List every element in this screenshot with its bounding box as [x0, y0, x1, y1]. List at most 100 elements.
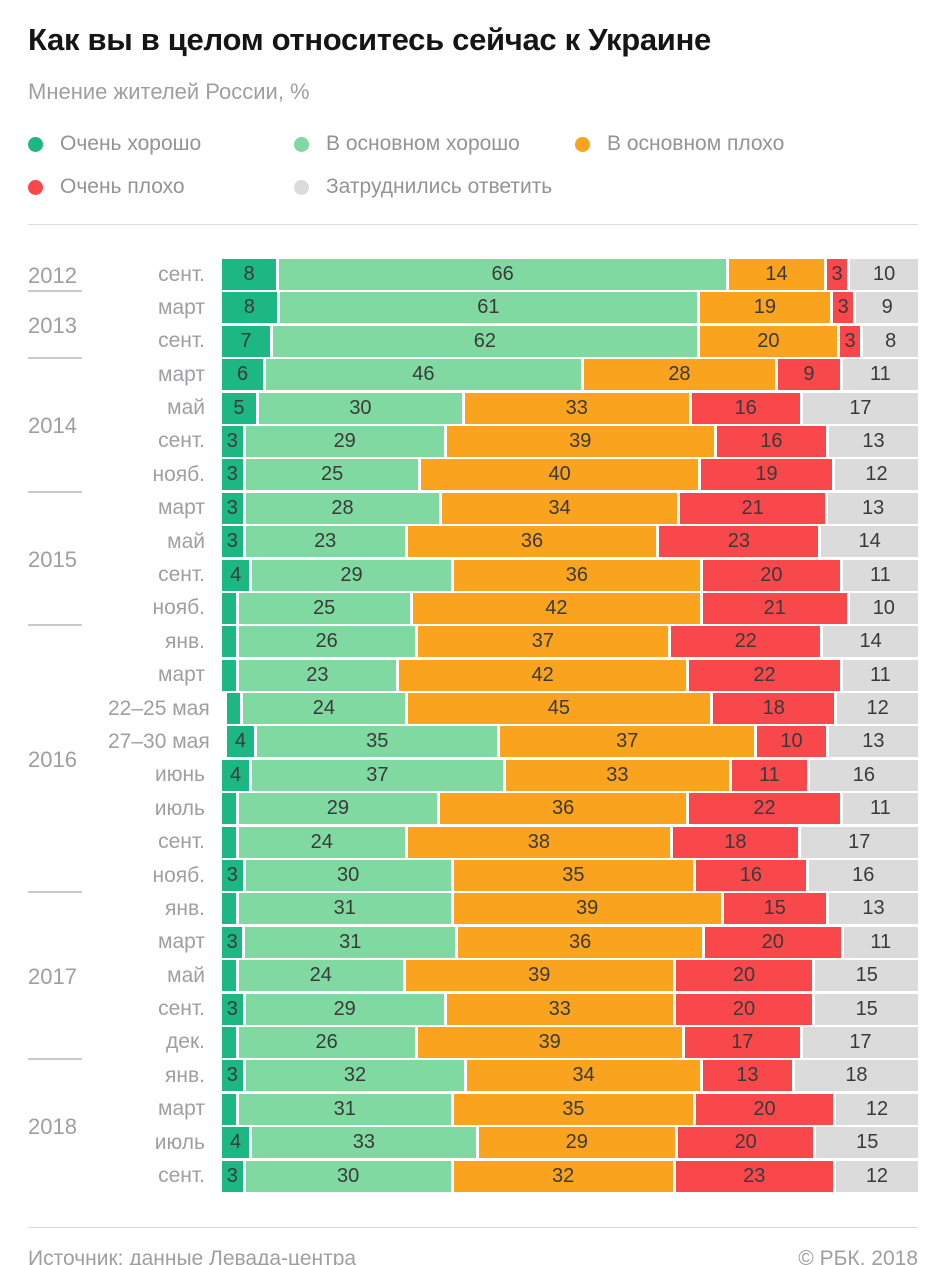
segment-value: 33	[352, 1131, 375, 1154]
year-label: 2013	[28, 292, 108, 359]
segment-value: 15	[855, 964, 878, 987]
segment-value: 20	[732, 997, 756, 1020]
row-bars: 24 45 18 12	[226, 693, 918, 725]
segment-value: 3	[226, 1064, 238, 1087]
segment-very-good: 4	[222, 1127, 250, 1159]
row-bars: 3 29 39 16 13	[222, 425, 918, 457]
copyright-note: © РБК, 2018	[798, 1246, 918, 1265]
chart-row: сент. 3 29 39 16 13	[108, 425, 918, 457]
row-label: дек.	[166, 1030, 205, 1054]
segment-value: 7	[240, 329, 252, 352]
segment-value: 10	[780, 730, 803, 753]
segment-very-bad: 20	[702, 559, 840, 591]
row-bars: 24 39 20 15	[222, 960, 918, 992]
segment-value: 11	[870, 797, 891, 820]
row-label: сент.	[158, 1164, 205, 1188]
segment-value: 11	[870, 363, 891, 386]
segment-very-good	[222, 960, 236, 992]
segment-value: 39	[528, 964, 551, 987]
segment-value: 15	[763, 897, 786, 920]
year-label-text: 2016	[28, 746, 77, 772]
row-bars: 31 39 15 13	[222, 893, 919, 925]
segment-value: 33	[606, 763, 629, 786]
row-bars: 6 46 28 9 11	[222, 359, 918, 391]
segment-value: 29	[565, 1131, 588, 1154]
segment-mostly-good: 24	[238, 826, 405, 858]
segment-value: 20	[734, 1131, 757, 1154]
row-bars: 4 37 33 11 16	[222, 759, 919, 791]
segment-mostly-good: 24	[238, 960, 403, 992]
chart-subtitle: Мнение жителей России, %	[28, 79, 310, 104]
segment-value: 33	[548, 997, 571, 1020]
legend-label: В основном хорошо	[326, 132, 520, 155]
segment-value: 12	[865, 1097, 889, 1120]
year-label-text: 2013	[28, 312, 77, 338]
row-bars: 8 66 14 3 10	[222, 259, 918, 290]
segment-value: 34	[548, 496, 571, 519]
segment-value: 46	[412, 363, 435, 386]
chart-row: 22–25 мая 24 45 18 12	[108, 693, 918, 725]
segment-value: 61	[477, 296, 500, 319]
segment-very-bad: 23	[675, 1160, 833, 1192]
segment-mostly-good: 32	[245, 1060, 465, 1092]
row-label: сент.	[158, 429, 205, 453]
segment-very-bad: 19	[700, 459, 833, 491]
row-bars: 3 23 36 23 14	[222, 526, 919, 558]
segment-mostly-bad: 36	[458, 926, 703, 958]
segment-value: 31	[339, 930, 362, 953]
segment-very-good: 4	[222, 559, 250, 591]
row-label: сент.	[158, 262, 205, 286]
chart-row: сент. 3 30 32 23 12	[108, 1160, 918, 1192]
segment-undecided: 15	[815, 993, 918, 1025]
segment-value: 62	[473, 329, 497, 352]
row-bars: 4 33 29 20 15	[222, 1127, 918, 1159]
segment-value: 26	[315, 630, 338, 653]
segment-mostly-bad: 19	[699, 292, 830, 324]
segment-very-good	[222, 1093, 236, 1125]
segment-mostly-bad: 37	[417, 626, 669, 658]
segment-very-bad: 20	[677, 1127, 814, 1159]
segment-undecided: 13	[828, 492, 918, 524]
row-bars: 4 35 37 10 13	[226, 726, 919, 758]
segment-undecided: 17	[800, 826, 918, 858]
segment-value: 18	[724, 830, 747, 853]
chart-row: сент. 7 62 20 3 8	[108, 325, 918, 357]
segment-very-good	[222, 826, 236, 858]
segment-mostly-bad: 36	[440, 793, 687, 825]
segment-value: 3	[226, 864, 238, 887]
row-label: сент.	[158, 329, 205, 353]
year-group-2018: 2018 янв. 3 32 34 13 18 март 31 35 20 12 июль 4 33 29 20…	[28, 1060, 919, 1194]
segment-undecided: 17	[802, 392, 918, 424]
row-label: июль	[154, 796, 205, 820]
segment-undecided: 11	[842, 359, 918, 391]
row-label: янв.	[165, 896, 205, 920]
segment-very-good: 3	[222, 926, 243, 958]
segment-mostly-good: 24	[243, 693, 405, 725]
row-label: сент.	[158, 830, 205, 854]
row-bars: 26 39 17 17	[222, 1026, 918, 1058]
segment-very-bad: 21	[680, 492, 826, 524]
segment-value: 29	[326, 797, 349, 820]
chart-row: сент. 8 66 14 3 10	[108, 259, 918, 290]
segment-undecided: 11	[842, 793, 918, 825]
segment-very-good: 5	[222, 392, 256, 424]
segment-very-bad: 22	[689, 659, 840, 691]
segment-mostly-bad: 39	[453, 893, 721, 925]
year-label-text: 2014	[28, 412, 77, 438]
segment-value: 42	[531, 663, 554, 686]
chart-row: май 24 39 20 15	[108, 960, 918, 992]
segment-value: 28	[331, 496, 354, 519]
year-separator	[28, 490, 82, 493]
chart-row: март 6 46 28 9 11	[108, 359, 918, 391]
segment-value: 39	[538, 1030, 561, 1053]
year-group-2016: 2016 янв. 26 37 22 14 март 23 42 22 11 22–25 мая 24 4…	[28, 626, 919, 894]
segment-value: 31	[333, 1097, 356, 1120]
chart-row: март 3 28 34 21 13	[108, 492, 918, 524]
segment-value: 20	[760, 563, 783, 586]
segment-value: 29	[333, 997, 356, 1020]
row-bars: 7 62 20 3 8	[222, 325, 918, 357]
segment-value: 35	[562, 864, 585, 887]
segment-mostly-good: 26	[238, 626, 415, 658]
year-group-2014: 2014 март 6 46 28 9 11 май 5 30 33 16 17 сент. 3 29 39 16…	[28, 359, 918, 493]
segment-value: 3	[226, 463, 238, 486]
